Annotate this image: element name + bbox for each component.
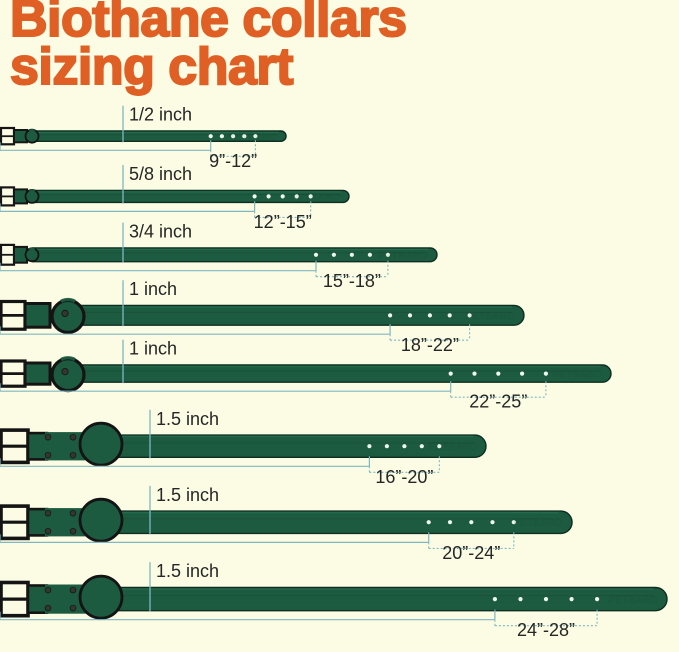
svg-text:PETBABO: PETBABO xyxy=(552,370,601,381)
svg-text:1.5 inch: 1.5 inch xyxy=(156,409,219,429)
svg-text:12”-15”: 12”-15” xyxy=(254,212,312,232)
svg-text:15”-18”: 15”-18” xyxy=(323,271,381,291)
svg-text:1.5 inch: 1.5 inch xyxy=(156,561,219,581)
svg-text:9”-12”: 9”-12” xyxy=(209,151,257,171)
svg-text:PETBABO: PETBABO xyxy=(513,518,562,529)
svg-text:1/2 inch: 1/2 inch xyxy=(129,105,192,125)
svg-text:1 inch: 1 inch xyxy=(129,279,177,299)
svg-text:22”-25”: 22”-25” xyxy=(469,392,527,412)
svg-text:18”-22”: 18”-22” xyxy=(401,335,459,355)
svg-text:PETBABO: PETBABO xyxy=(227,132,276,143)
svg-text:24”-28”: 24”-28” xyxy=(517,620,575,640)
svg-text:1.5 inch: 1.5 inch xyxy=(156,485,219,505)
svg-text:PETBABO: PETBABO xyxy=(290,192,339,203)
svg-text:16”-20”: 16”-20” xyxy=(375,467,433,487)
svg-text:5/8 inch: 5/8 inch xyxy=(129,164,192,184)
svg-text:PETBABO: PETBABO xyxy=(428,442,477,453)
svg-text:PETBABO: PETBABO xyxy=(608,595,657,606)
svg-text:20”-24”: 20”-24” xyxy=(442,543,500,563)
svg-text:1 inch: 1 inch xyxy=(129,339,177,359)
svg-text:PETBABO: PETBABO xyxy=(378,251,427,262)
svg-text:PETBABO: PETBABO xyxy=(465,311,514,322)
svg-text:3/4 inch: 3/4 inch xyxy=(129,222,192,242)
